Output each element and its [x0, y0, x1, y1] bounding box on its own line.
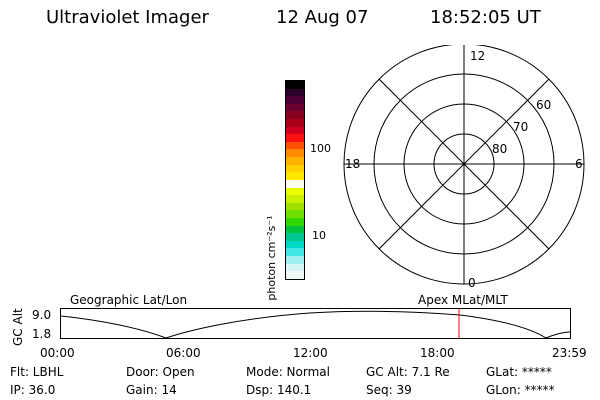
colorbar-segment: [286, 256, 304, 264]
mlt-label-0: 0: [468, 276, 476, 290]
colorbar-segment: [286, 126, 304, 135]
instrument-title: Ultraviolet Imager: [46, 7, 209, 28]
x-tick-0600: 06:00: [166, 346, 201, 360]
mlt-label-18: 18: [345, 157, 360, 171]
time-label: 18:52:05 UT: [430, 7, 541, 28]
apex-title: Apex MLat/MLT: [418, 293, 508, 307]
orbit-frame: [60, 308, 571, 339]
colorbar-segment: [286, 111, 304, 120]
mlt-label-12: 12: [470, 49, 485, 63]
intensity-colorbar: [285, 80, 305, 280]
colorbar-segment: [286, 134, 304, 142]
colorbar-segment: [286, 119, 304, 127]
colorbar-segment: [286, 217, 304, 226]
x-tick-2359: 23:59: [552, 346, 587, 360]
date-label: 12 Aug 07: [276, 7, 369, 28]
mlt-line-diag-2: [378, 78, 550, 250]
colorbar-segment: [286, 225, 304, 234]
colorbar-segment: [286, 96, 304, 104]
colorbar-segment: [286, 172, 304, 180]
colorbar-segment: [286, 248, 304, 257]
geographic-title: Geographic Lat/Lon: [70, 293, 188, 307]
x-tick-1800: 18:00: [420, 346, 455, 360]
seq-info: Seq: 39: [366, 383, 412, 397]
colorbar-segment: [286, 149, 304, 158]
lat-label-80: 80: [492, 142, 507, 156]
colorbar-segment: [286, 164, 304, 173]
orbit-y-label: GC Alt: [11, 308, 25, 346]
glon-info: GLon: *****: [486, 383, 555, 397]
mlt-label-6: 6: [575, 157, 583, 171]
colorbar-segment: [286, 202, 304, 211]
x-tick-0000: 00:00: [40, 346, 75, 360]
colorbar-segment: [286, 187, 304, 196]
altitude-curve: [60, 310, 571, 339]
orbit-y-min: 1.8: [32, 327, 52, 341]
colorbar-segment: [286, 179, 304, 188]
colorbar-segment: [286, 157, 304, 165]
orbit-altitude-strip: [60, 308, 571, 339]
colorbar-segment: [286, 210, 304, 218]
door-info: Door: Open: [126, 365, 195, 379]
colorbar-segment: [286, 141, 304, 150]
colorbar-segment: [286, 103, 304, 112]
colorbar-tick-100: 100: [310, 142, 331, 155]
colorbar-segment: [286, 271, 304, 279]
colorbar-segment: [286, 233, 304, 241]
x-tick-1200: 12:00: [293, 346, 328, 360]
glat-info: GLat: *****: [486, 365, 552, 379]
colorbar-segment: [286, 240, 304, 249]
filter-info: Flt: LBHL: [10, 365, 64, 379]
colorbar-segment: [286, 195, 304, 203]
lat-label-60: 60: [536, 98, 551, 112]
gain-info: Gain: 14: [126, 383, 177, 397]
mode-info: Mode: Normal: [246, 365, 330, 379]
dsp-info: Dsp: 140.1: [246, 383, 312, 397]
colorbar-segment: [286, 88, 304, 97]
ip-info: IP: 36.0: [10, 383, 56, 397]
orbit-y-max: 9.0: [32, 308, 52, 322]
colorbar-segment: [286, 263, 304, 272]
colorbar-tick-10: 10: [312, 229, 326, 242]
colorbar-segment: [286, 81, 304, 89]
polar-plot: 12 18 6 0 60 70 80: [343, 45, 585, 290]
lat-label-70: 70: [513, 120, 528, 134]
gc-alt-info: GC Alt: 7.1 Re: [366, 365, 450, 379]
